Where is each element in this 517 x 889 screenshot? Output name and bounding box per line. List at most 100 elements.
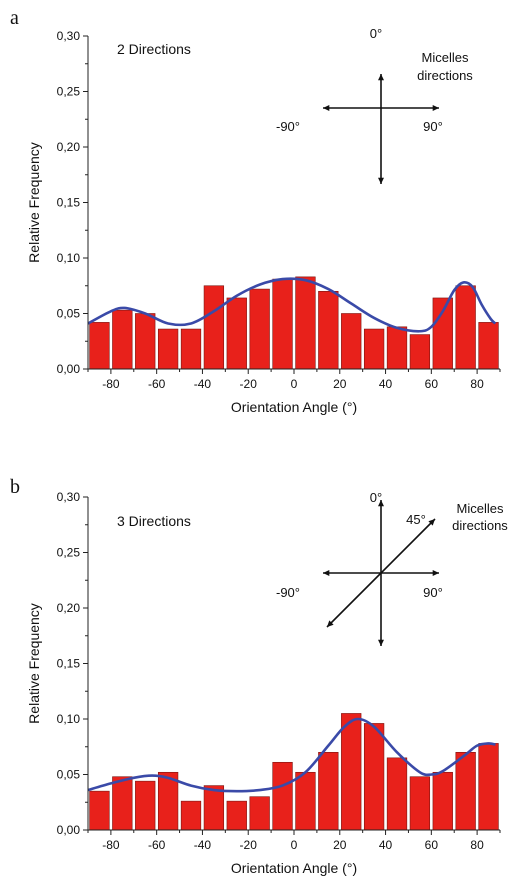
panel-a-x-tick-label-4: 0	[291, 377, 298, 391]
panel-a-annot-title-1: Micelles	[422, 50, 469, 65]
panel-a-y-tick-label-5: 0,25	[57, 85, 81, 99]
panel-b-arrow-right-head	[432, 570, 439, 576]
panel-b-arrow-diag-up	[380, 518, 436, 574]
panel-b-fit-curve	[87, 717, 496, 793]
panel-b-bar-17	[478, 743, 499, 831]
panel-a-annot-title-2: directions	[417, 68, 473, 83]
panel-a-bar-5	[203, 285, 225, 370]
panel-a-y-tick-label-4: 0,20	[57, 140, 81, 154]
panel-a-bar-1	[112, 309, 133, 370]
panel-b-bar-1	[112, 776, 133, 831]
panel-b-y-tick-label-4: 0,20	[57, 601, 81, 615]
panel-b-bar-6	[226, 800, 247, 831]
chart-panel-a: a 0,00 0,05 0,10 0,15 0,20 0,25 0,30 -80 -60 -40 -2…	[10, 7, 501, 415]
panel-b-bar-12	[363, 723, 385, 831]
panel-a-bar-4	[180, 328, 202, 370]
panel-a-arrow-up-head	[378, 74, 384, 81]
panel-a-bar-14	[409, 334, 431, 370]
panel-b-x-tick-label-6: 40	[379, 838, 393, 852]
panel-a-y-tick-label-6: 0,30	[57, 29, 81, 43]
panel-a-annot-left: -90°	[276, 119, 300, 134]
panel-a-y-tick-label-3: 0,15	[57, 196, 81, 210]
panel-b-bar-5	[203, 785, 225, 831]
panel-a-x-tick-label-6: 40	[379, 377, 393, 391]
panel-b-arrow-diag-down-head	[327, 620, 334, 627]
panel-a-y-tick-label-1: 0,05	[57, 307, 81, 321]
panel-b-arrow-left-head	[323, 570, 330, 576]
panel-a-bar-16	[455, 285, 476, 370]
panel-b-y-axis-label: Relative Frequency	[26, 603, 42, 724]
panel-a-bar-17	[478, 322, 499, 370]
panel-b-x-tick-label-0: -80	[102, 838, 120, 852]
panel-b-y-tick-label-5: 0,25	[57, 546, 81, 560]
panel-a-y-tick-label-0: 0,00	[57, 362, 81, 376]
panel-b-bar-8	[272, 761, 293, 831]
panel-b-arrow-up-head	[378, 500, 384, 507]
panel-a-x-tick-label-2: -40	[194, 377, 212, 391]
panel-a-bar-6	[226, 297, 247, 370]
panel-a-bar-0	[89, 322, 110, 370]
panel-b-annot-diag: 45°	[406, 512, 426, 527]
panel-b-bar-14	[409, 776, 431, 831]
panel-a-x-tick-label-8: 80	[470, 377, 484, 391]
panel-a-arrow-right-head	[432, 105, 439, 111]
panel-b-bar-11	[341, 713, 362, 831]
panel-a-bar-8	[272, 278, 293, 370]
panel-b-x-tick-label-1: -60	[148, 838, 166, 852]
panel-a-bar-3	[157, 328, 179, 370]
panel-a-x-tick-label-7: 60	[425, 377, 439, 391]
panel-a-x-tick-label-0: -80	[102, 377, 120, 391]
panel-a-x-tick-label-3: -20	[240, 377, 258, 391]
panel-a-y-tick-label-2: 0,10	[57, 251, 81, 265]
panel-a-bar-11	[341, 313, 362, 370]
panel-b-y-tick-label-6: 0,30	[57, 490, 81, 504]
panel-b-letter: b	[10, 476, 20, 498]
panel-a-x-axis-label: Orientation Angle (°)	[231, 399, 357, 415]
panel-b-bar-2	[135, 780, 156, 831]
panel-b-inset-label: 3 Directions	[117, 513, 191, 529]
panel-b-bar-15	[432, 771, 453, 831]
panel-a-letter: a	[10, 7, 19, 29]
panel-b-x-tick-label-3: -20	[240, 838, 258, 852]
panel-b-x-tick-label-5: 20	[333, 838, 347, 852]
panel-a-fit-curve	[87, 277, 497, 333]
panel-b-arrow-diag-down	[326, 572, 382, 628]
panel-a-annot-top: 0°	[370, 26, 382, 41]
panel-a-bar-7	[249, 288, 270, 370]
panel-b-arrow-diag-up-head	[428, 519, 435, 526]
panel-b-bar-9	[295, 771, 316, 831]
panel-b-annot-title-2: directions	[452, 518, 508, 533]
panel-b-x-tick-label-8: 80	[470, 838, 484, 852]
panel-a-arrow-left-head	[323, 105, 330, 111]
panel-b-y-tick-label-3: 0,15	[57, 657, 81, 671]
panel-a-inset-label: 2 Directions	[117, 41, 191, 57]
panel-b-annot-left: -90°	[276, 585, 300, 600]
panel-b-annot-title-1: Micelles	[457, 501, 504, 516]
panel-a-annot-right: 90°	[423, 119, 443, 134]
chart-panel-b: b 0,00 0,05 0,10 0,15 0,20 0,25 0,30 -80 -60 -40 -2…	[10, 476, 508, 876]
panel-b-y-tick-label-0: 0,00	[57, 823, 81, 837]
panel-a-bar-9	[295, 276, 316, 370]
panel-a-x-tick-label-5: 20	[333, 377, 347, 391]
panel-b-bar-4	[180, 800, 202, 831]
panel-a-bar-2	[135, 313, 156, 370]
panel-a-bar-10	[318, 290, 339, 370]
panel-b-annot-right: 90°	[423, 585, 443, 600]
panel-b-bar-13	[386, 757, 408, 831]
panel-a-x-tick-label-1: -60	[148, 377, 166, 391]
panel-b-arrow-down-head	[378, 639, 384, 646]
panel-b-y-tick-label-2: 0,10	[57, 712, 81, 726]
panel-b-annot-top: 0°	[370, 490, 382, 505]
panel-b-bar-10	[318, 751, 339, 831]
panel-b-x-axis-label: Orientation Angle (°)	[231, 860, 357, 876]
panel-a-arrow-down-head	[378, 177, 384, 184]
panel-b-bar-7	[249, 796, 270, 831]
panel-b-x-tick-label-7: 60	[425, 838, 439, 852]
panel-b-bar-0	[89, 790, 110, 831]
panel-a-bar-15	[432, 297, 453, 370]
panel-a-y-axis-label: Relative Frequency	[26, 142, 42, 263]
panel-b-x-tick-label-4: 0	[291, 838, 298, 852]
panel-b-bar-16	[455, 751, 476, 831]
panel-a-bar-12	[363, 328, 385, 370]
